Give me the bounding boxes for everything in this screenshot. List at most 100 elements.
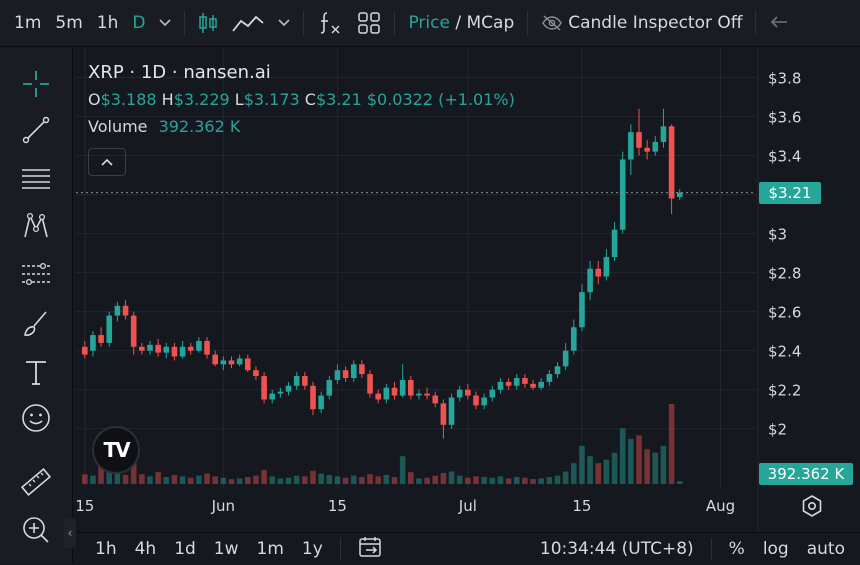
interval-5m-button[interactable]: 5m: [55, 13, 83, 33]
range-1h-button[interactable]: 1h: [95, 539, 117, 559]
volume-bar: [660, 445, 667, 484]
candle-body: [277, 391, 284, 394]
mcap-option[interactable]: MCap: [466, 13, 515, 33]
volume-bar: [82, 474, 88, 484]
volume-bar: [554, 475, 561, 484]
candle-body: [310, 385, 316, 410]
candle-body: [489, 389, 496, 398]
candle-body: [611, 229, 618, 258]
candle-body: [350, 364, 357, 378]
clock-readout[interactable]: 10:34:44 (UTC+8): [539, 539, 694, 559]
legend-collapse-button[interactable]: [88, 148, 126, 176]
top-toolbar: 1m 5m 1h D Price / M: [0, 0, 860, 47]
toolbar-divider: [755, 11, 757, 35]
candle-body: [676, 192, 683, 197]
emoji-icon[interactable]: [16, 398, 56, 438]
volume-bar: [90, 475, 96, 484]
volume-bar: [587, 456, 593, 484]
candlestick-icon[interactable]: [191, 0, 225, 46]
auto-scale-button[interactable]: auto: [806, 539, 845, 559]
ruler-icon[interactable]: [16, 462, 56, 502]
candle-inspector-toggle[interactable]: Candle Inspector Off: [534, 0, 749, 46]
volume-bar: [473, 476, 479, 484]
volume-bar: [579, 445, 585, 484]
candle-body: [668, 126, 675, 199]
chart-pane[interactable]: $3.8$3.6$3.4$3.2$3$2.8$2.6$2.4$2.2$215Ju…: [76, 48, 860, 532]
indicators-icon[interactable]: [310, 0, 350, 46]
range-1y-button[interactable]: 1y: [301, 539, 323, 559]
y-tick-label: $3.6: [768, 109, 801, 127]
line-chart-icon[interactable]: [225, 0, 271, 46]
volume-bar: [456, 475, 463, 484]
x-tick-label: 15: [76, 497, 94, 515]
candle-body: [261, 376, 267, 400]
volume-bar: [375, 476, 381, 484]
interval-dropdown-chevron-icon[interactable]: [152, 0, 178, 46]
price-mcap-divider: /: [455, 13, 462, 33]
crosshair-icon[interactable]: [16, 64, 56, 104]
fib-icon[interactable]: [16, 254, 56, 294]
volume-bar: [171, 474, 178, 484]
volume-bar: [253, 475, 259, 484]
candle-body: [228, 360, 235, 365]
tradingview-logo[interactable]: TV: [92, 426, 140, 474]
volume-bar: [481, 477, 487, 484]
text-icon[interactable]: [16, 352, 56, 392]
candle-body: [147, 344, 153, 351]
range-1m-button[interactable]: 1m: [256, 539, 284, 559]
volume-bar: [310, 470, 316, 484]
candle-body: [318, 395, 324, 410]
pattern-icon[interactable]: [16, 206, 56, 246]
price-option[interactable]: Price: [408, 13, 450, 33]
date-range-icon[interactable]: [349, 535, 393, 564]
range-4h-button[interactable]: 4h: [134, 539, 157, 559]
candle-body: [293, 376, 300, 386]
volume-bar: [196, 475, 202, 484]
volume-bar: [668, 404, 675, 484]
volume-bar: [530, 479, 536, 484]
y-tick-label: $2.6: [768, 304, 801, 322]
candle-body: [465, 389, 471, 396]
x-tick-label: 15: [572, 497, 591, 515]
volume-bar: [285, 477, 292, 484]
log-scale-button[interactable]: log: [762, 539, 789, 559]
candle-body: [196, 340, 202, 351]
open-label: O: [88, 90, 101, 109]
interval-1m-button[interactable]: 1m: [14, 13, 42, 33]
price-chart[interactable]: $3.8$3.6$3.4$3.2$3$2.8$2.6$2.4$2.2$215Ju…: [76, 48, 860, 532]
candle-body: [342, 370, 349, 378]
settings-icon[interactable]: [800, 494, 824, 518]
candle-body: [212, 354, 218, 365]
trendline-icon[interactable]: [16, 110, 56, 150]
range-1d-button[interactable]: 1d: [174, 539, 196, 559]
price-mcap-toggle[interactable]: Price / MCap: [401, 0, 521, 46]
candle-body: [114, 305, 121, 316]
brush-icon[interactable]: [16, 304, 56, 344]
grid-icon[interactable]: [350, 0, 388, 46]
candle-body: [440, 403, 447, 425]
candle-body: [359, 364, 365, 375]
interval-1h-button[interactable]: 1h: [96, 13, 119, 33]
volume-bar: [448, 471, 455, 484]
zoom-in-icon[interactable]: [16, 510, 56, 550]
volume-bar: [204, 473, 210, 484]
undo-icon[interactable]: [762, 0, 796, 46]
horizontal-lines-icon[interactable]: [16, 158, 56, 198]
high-value: $3.229: [173, 90, 230, 109]
toolbar-collapse-chevron-icon[interactable]: ‹: [64, 518, 76, 548]
volume-bar: [269, 476, 276, 484]
candle-body: [628, 132, 634, 160]
change-value: $0.0322 (+1.01%): [366, 90, 515, 109]
volume-bar: [505, 478, 512, 484]
chart-legend: XRP · 1D · nansen.ai O$3.188 H$3.229 L$3…: [88, 62, 515, 138]
volume-bar: [318, 473, 324, 484]
chart-type-chevron-icon[interactable]: [271, 0, 297, 46]
volume-bar: [220, 477, 227, 484]
candle-body: [326, 379, 333, 396]
interval-d-button[interactable]: D: [132, 13, 146, 33]
candle-body: [432, 395, 439, 404]
volume-bar: [465, 477, 471, 484]
candle-body: [90, 335, 96, 351]
range-1w-button[interactable]: 1w: [213, 539, 239, 559]
percent-scale-button[interactable]: %: [728, 539, 745, 559]
